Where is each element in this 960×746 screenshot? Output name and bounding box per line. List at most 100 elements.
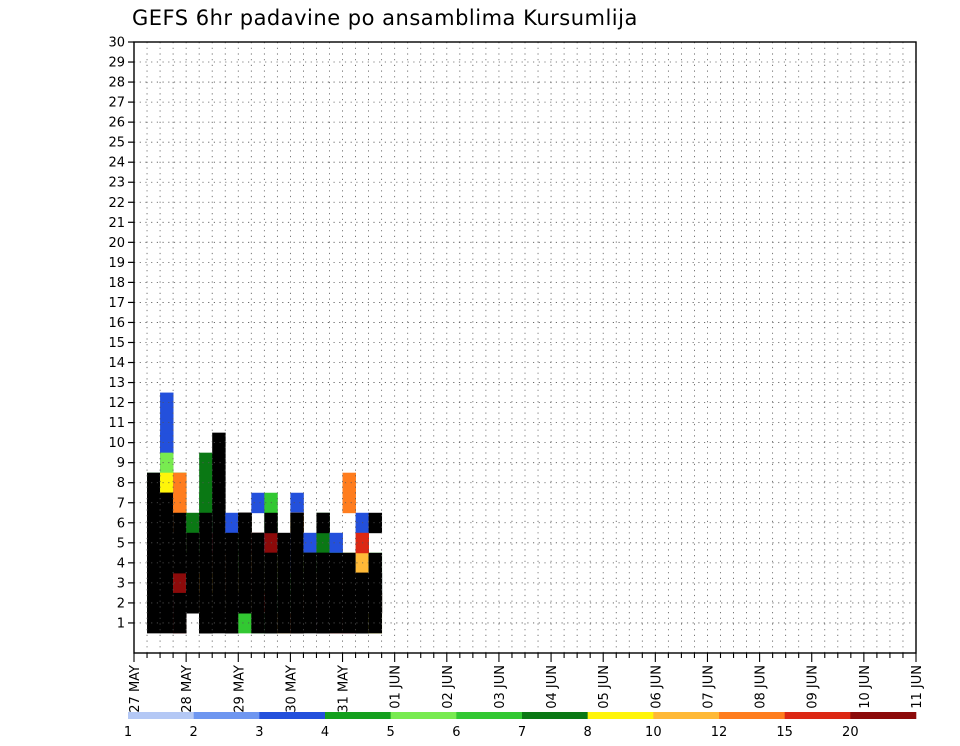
heatmap-cell (212, 472, 226, 494)
x-tick-label: 01 JUN (389, 665, 404, 709)
heatmap-cell (199, 512, 213, 534)
heatmap-cell (147, 552, 161, 574)
heatmap-cell (160, 412, 174, 434)
heatmap-cell (160, 472, 174, 494)
heatmap-cell (160, 552, 174, 574)
colorbar-label: 8 (584, 725, 592, 740)
heatmap-cell (160, 492, 174, 514)
heatmap-cell (277, 592, 291, 614)
heatmap-cell (199, 612, 213, 634)
x-tick-label: 28 MAY (180, 665, 195, 713)
x-tick-label: 04 JUN (545, 665, 560, 709)
y-tick-label: 1 (117, 616, 125, 631)
heatmap-cell (147, 572, 161, 594)
x-tick-label: 08 JUN (754, 665, 769, 709)
heatmap-cell (147, 532, 161, 554)
heatmap-cell (199, 552, 213, 574)
y-tick-label: 20 (108, 236, 125, 251)
heatmap-cell (212, 552, 226, 574)
colorbar-label: 15 (776, 725, 793, 740)
colorbar-swatch (128, 712, 194, 719)
heatmap-cell (277, 612, 291, 634)
heatmap-cell (368, 552, 383, 574)
colorbar-label: 3 (255, 725, 263, 740)
heatmap-cell (342, 492, 356, 514)
heatmap-cell (329, 552, 343, 574)
heatmap-cell (186, 512, 200, 534)
heatmap-cell (251, 492, 265, 514)
heatmap-cell (368, 572, 383, 594)
heatmap-cell (368, 592, 383, 614)
colorbar-swatch (259, 712, 326, 719)
heatmap-cell (186, 552, 200, 574)
grid-lines (133, 41, 917, 653)
heatmap-cell (342, 472, 356, 494)
y-tick-label: 7 (117, 496, 125, 511)
heatmap-cell (342, 552, 356, 574)
colorbar-label: 12 (711, 725, 728, 740)
heatmap-cell (199, 452, 213, 474)
y-tick-label: 23 (108, 176, 125, 191)
heatmap-cell (212, 592, 226, 614)
heatmap-cell (290, 552, 304, 574)
x-tick-label: 09 JUN (806, 665, 821, 709)
heatmap-cell (303, 572, 317, 594)
heatmap-cell (160, 612, 174, 634)
heatmap-cell (303, 612, 317, 634)
heatmap-cell (212, 612, 226, 634)
y-tick-label: 26 (108, 116, 125, 131)
heatmap-cell (212, 452, 226, 474)
heatmap-cell (186, 592, 200, 614)
x-tick-label: 05 JUN (597, 665, 612, 709)
y-tick-label: 22 (108, 196, 125, 211)
x-tick-label: 29 MAY (232, 665, 247, 713)
colorbar-swatch (653, 712, 720, 719)
chart-title: GEFS 6hr padavine po ansamblima Kursumli… (132, 6, 638, 30)
y-tick-label: 30 (108, 36, 125, 51)
heatmap-cell (212, 532, 226, 554)
y-tick-label: 14 (108, 356, 125, 371)
heatmap-cell (212, 432, 226, 454)
heatmap-cell (199, 472, 213, 494)
heatmap-cell (212, 512, 226, 534)
y-tick-label: 6 (117, 516, 125, 531)
heatmap-cell (290, 532, 304, 554)
y-tick-label: 4 (117, 556, 125, 571)
y-tick-label: 10 (108, 436, 125, 451)
heatmap-cell (290, 512, 304, 534)
y-tick-label: 18 (108, 276, 125, 291)
x-tick-label: 06 JUN (649, 665, 664, 709)
colorbar-label: 10 (645, 725, 662, 740)
heatmap-cell (251, 532, 265, 554)
y-tick-label: 2 (117, 596, 125, 611)
heatmap-cell (199, 592, 213, 614)
heatmap-cell (277, 572, 291, 594)
colorbar-swatch (587, 712, 654, 719)
y-tick-label: 8 (117, 476, 125, 491)
heatmap-cell (251, 612, 265, 634)
y-axis: 1234567891011121314151617181920212223242… (108, 36, 134, 631)
heatmap-cell (147, 612, 161, 634)
y-tick-label: 27 (108, 96, 125, 111)
heatmap-cell (238, 612, 252, 634)
heatmap-cell (342, 572, 356, 594)
colorbar-swatch (522, 712, 588, 719)
colorbar-swatch (719, 712, 785, 719)
heatmap-cell (290, 592, 304, 614)
heatmap-cell (186, 572, 200, 594)
y-tick-label: 9 (117, 456, 125, 471)
colorbar-swatch (325, 712, 391, 719)
heatmap-cell (160, 452, 174, 474)
heatmap-cell (212, 572, 226, 594)
x-tick-label: 30 MAY (284, 665, 299, 713)
y-tick-label: 24 (108, 156, 125, 171)
heatmap-cell (251, 552, 265, 574)
y-tick-label: 21 (108, 216, 125, 231)
heatmap-cell (329, 572, 343, 594)
x-tick-label: 02 JUN (441, 665, 456, 709)
heatmap-cell (329, 532, 343, 554)
y-tick-label: 29 (108, 56, 125, 71)
y-tick-label: 5 (117, 536, 125, 551)
